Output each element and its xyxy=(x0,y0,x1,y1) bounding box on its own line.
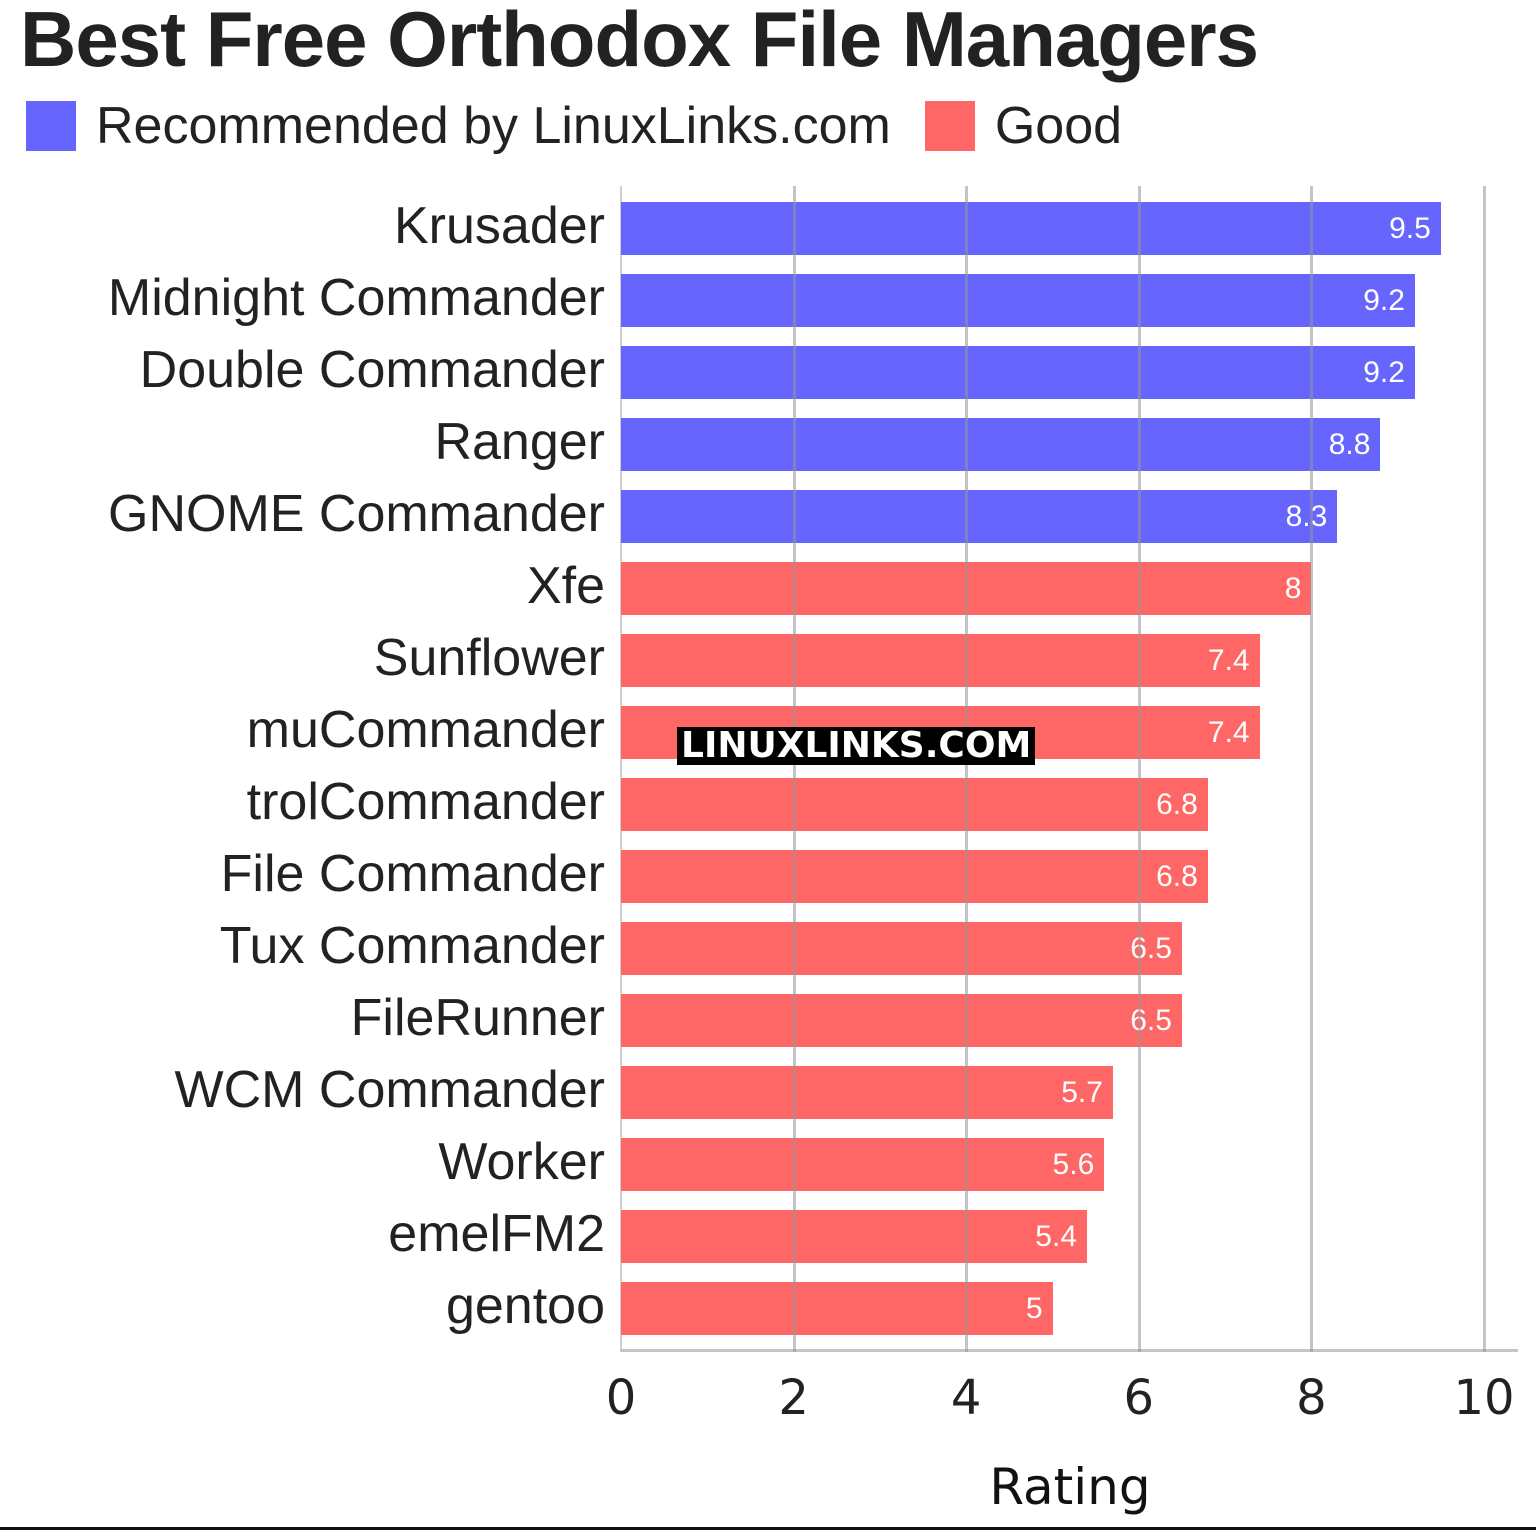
bar-value-label: 8 xyxy=(1284,572,1302,605)
bar-value-label: 6.8 xyxy=(1156,788,1198,821)
gridline xyxy=(792,186,796,1352)
bar: 9.2 xyxy=(621,346,1415,399)
bar: 7.4 xyxy=(621,634,1260,687)
category-label: Tux Commander xyxy=(219,917,605,975)
category-label: Sunflower xyxy=(373,629,605,687)
legend-swatch-good xyxy=(924,101,975,151)
legend: Recommended by LinuxLinks.com Good xyxy=(26,97,1156,155)
category-label: Xfe xyxy=(526,557,605,615)
category-label: Ranger xyxy=(434,413,605,471)
bar-value-label: 7.4 xyxy=(1207,644,1250,677)
x-axis-title: Rating xyxy=(989,1458,1151,1516)
category-label: WCM Commander xyxy=(174,1061,606,1119)
bar: 8.8 xyxy=(621,418,1381,471)
category-label: muCommander xyxy=(246,701,605,759)
bar-value-label: 9.2 xyxy=(1363,356,1405,389)
category-label: Midnight Commander xyxy=(107,269,605,327)
bar: 5 xyxy=(621,1282,1053,1335)
bar-value-label: 9.5 xyxy=(1389,212,1431,245)
bar-value-label: 6.5 xyxy=(1130,1004,1172,1037)
x-tick-label: 8 xyxy=(1296,1370,1327,1426)
category-label: Worker xyxy=(438,1133,605,1191)
x-tick-label: 0 xyxy=(605,1370,637,1426)
legend-item-recommended: Recommended by LinuxLinks.com xyxy=(26,96,891,156)
watermark: LINUXLINKS.COM xyxy=(677,727,1036,765)
bar: 5.4 xyxy=(621,1210,1088,1263)
category-label: File Commander xyxy=(220,845,605,903)
bar: 6.5 xyxy=(621,922,1182,975)
bar: 6.5 xyxy=(621,994,1182,1047)
bar: 6.8 xyxy=(621,850,1208,903)
category-label: FileRunner xyxy=(350,989,605,1047)
gridline xyxy=(965,186,969,1352)
bottom-rule xyxy=(0,1527,1536,1530)
x-tick-label: 2 xyxy=(778,1370,809,1426)
bar: 5.7 xyxy=(621,1066,1113,1119)
bar-value-label: 6.8 xyxy=(1156,860,1198,893)
category-label: Krusader xyxy=(394,197,605,255)
legend-item-good: Good xyxy=(924,96,1123,156)
x-axis-line xyxy=(621,1349,1518,1352)
category-label: gentoo xyxy=(445,1277,605,1335)
bar-value-label: 8.3 xyxy=(1285,500,1328,533)
x-tick-label: 4 xyxy=(950,1370,982,1426)
category-label: emelFM2 xyxy=(388,1205,605,1263)
y-axis-line xyxy=(620,186,622,1352)
bar: 6.8 xyxy=(621,778,1208,831)
bar: 9.5 xyxy=(621,202,1441,255)
bar-value-label: 8.8 xyxy=(1328,428,1371,461)
gridline xyxy=(1137,186,1141,1352)
bar: 5.6 xyxy=(621,1138,1105,1191)
x-tick-label: 6 xyxy=(1123,1370,1155,1426)
legend-label-recommended: Recommended by LinuxLinks.com xyxy=(96,97,891,155)
legend-swatch-recommended xyxy=(26,101,76,151)
bar-value-label: 5 xyxy=(1025,1292,1043,1325)
category-label: Double Commander xyxy=(139,341,605,399)
x-tick-label: 10 xyxy=(1453,1370,1515,1426)
bar-value-label: 5.4 xyxy=(1035,1220,1078,1253)
chart-title: Best Free Orthodox File Managers xyxy=(20,0,1259,83)
legend-label-good: Good xyxy=(994,97,1123,155)
gridline xyxy=(1310,186,1314,1352)
bar-value-label: 6.5 xyxy=(1130,932,1172,965)
bar: 9.2 xyxy=(621,274,1415,327)
bar: 8.3 xyxy=(621,490,1338,543)
category-label: GNOME Commander xyxy=(108,485,605,543)
category-label: trolCommander xyxy=(246,773,605,831)
bar-value-label: 5.7 xyxy=(1061,1076,1103,1109)
bar-value-label: 9.2 xyxy=(1363,284,1405,317)
bar-value-label: 5.6 xyxy=(1052,1148,1095,1181)
gridline xyxy=(1483,186,1486,1352)
bar-value-label: 7.4 xyxy=(1207,716,1250,749)
